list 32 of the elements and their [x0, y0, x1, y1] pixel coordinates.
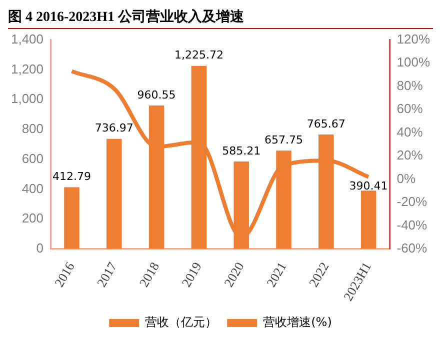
y-tick-label: 600 — [22, 150, 44, 166]
bar — [64, 187, 80, 249]
y2-tick-label: 40% — [396, 124, 424, 140]
y2-tick-label: 60% — [396, 101, 424, 116]
legend-label: 营收增速(%) — [263, 315, 332, 330]
y2-tick-label: 100% — [396, 54, 430, 70]
y-tick-label: 1,200 — [10, 61, 44, 76]
y2-tick-label: 20% — [396, 148, 424, 163]
y2-tick-label: 0% — [396, 170, 416, 186]
y-tick-label: 1,000 — [10, 91, 44, 106]
y-tick-label: 200 — [22, 210, 44, 226]
y2-tick-label: -40% — [396, 217, 428, 232]
y2-tick-label: 120% — [396, 31, 430, 46]
y-tick-label: 1,400 — [10, 31, 44, 46]
data-label: 657.75 — [264, 134, 303, 147]
data-label: 390.41 — [349, 179, 388, 192]
data-label: 765.67 — [306, 117, 346, 130]
data-label: 1,225.72 — [174, 48, 224, 62]
legend-label: 营收（亿元） — [145, 315, 218, 330]
chart-title: 图 4 2016-2023H1 公司营业收入及增速 — [8, 8, 433, 29]
y2-tick-label: -60% — [396, 240, 428, 256]
y2-tick-label: -20% — [396, 194, 428, 210]
data-label: 412.79 — [52, 170, 91, 184]
data-label: 960.55 — [137, 88, 176, 102]
bar — [106, 138, 122, 249]
bar — [360, 190, 376, 249]
y2-tick-label: 80% — [396, 78, 424, 93]
y-tick-label: 800 — [22, 121, 44, 136]
data-label: 585.21 — [222, 144, 261, 158]
data-label: 736.97 — [94, 122, 134, 135]
y-tick-label: 0 — [36, 240, 44, 256]
y-tick-label: 400 — [22, 180, 44, 196]
